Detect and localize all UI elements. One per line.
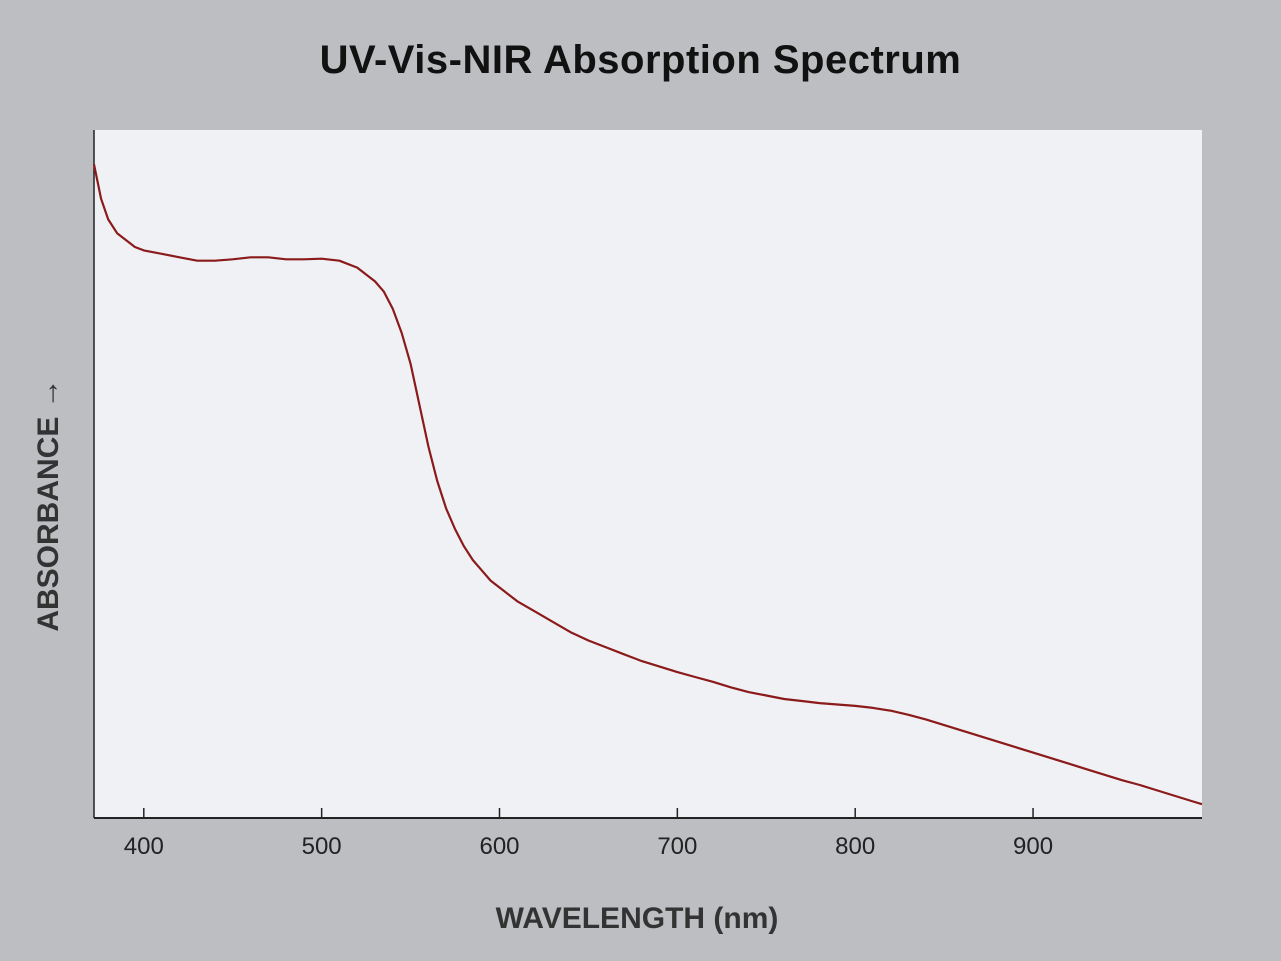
x-axis-title: WAVELENGTH (nm) (496, 902, 779, 935)
spectrum-line (92, 164, 1203, 806)
x-tick-label: 700 (657, 833, 697, 860)
x-tick-label: 800 (835, 833, 875, 860)
x-tick-label: 400 (124, 833, 164, 860)
y-axis-title: ABSORBANCE → (32, 378, 65, 631)
plot-background (94, 130, 1202, 818)
x-tick-label: 500 (302, 833, 342, 860)
x-tick-label: 600 (479, 833, 519, 860)
chart-title: UV-Vis-NIR Absorption Spectrum (319, 38, 962, 82)
x-axis-ticks: 400 500 600 700 800 900 (124, 808, 1053, 860)
x-tick-label: 900 (1013, 833, 1053, 860)
